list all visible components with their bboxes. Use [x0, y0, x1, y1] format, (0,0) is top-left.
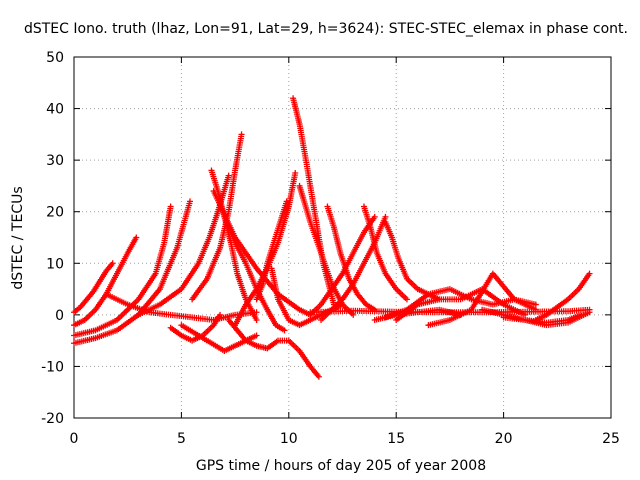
series-21 [360, 203, 410, 303]
plot-frame [73, 56, 612, 419]
series-14 [253, 198, 290, 303]
data-point [283, 198, 290, 205]
x-tick-label: 20 [495, 431, 513, 447]
data-point [382, 213, 389, 220]
data-point [586, 270, 593, 277]
y-tick-label: 40 [46, 102, 64, 118]
y-tick-label: 50 [46, 50, 64, 66]
data-point [281, 327, 288, 334]
x-tick-label: 15 [387, 431, 405, 447]
y-tick-label: 30 [46, 153, 64, 169]
data-series [71, 95, 593, 380]
x-tick-label: 25 [602, 431, 620, 447]
grid-lines [74, 57, 611, 418]
series-26 [425, 270, 539, 329]
series-18 [324, 203, 378, 313]
data-point [253, 332, 260, 339]
series-20 [318, 213, 389, 324]
x-axis-label: GPS time / hours of day 205 of year 2008 [196, 458, 486, 474]
data-point [133, 234, 140, 241]
y-tick-label: -10 [41, 359, 64, 375]
data-point [292, 170, 299, 177]
data-point [371, 213, 378, 220]
data-point [586, 309, 593, 316]
data-point [217, 311, 224, 318]
series-12 [225, 317, 322, 380]
chart-title: dSTEC Iono. truth (lhaz, Lon=91, Lat=29,… [24, 21, 628, 37]
x-tick-label: 0 [70, 431, 79, 447]
series-5 [167, 311, 224, 344]
series-11 [178, 322, 260, 354]
series-30 [532, 270, 593, 324]
y-tick-label: 10 [46, 256, 64, 272]
data-point [403, 296, 410, 303]
data-point [522, 311, 529, 318]
data-point [532, 306, 539, 313]
data-point [315, 373, 322, 380]
data-point [186, 198, 193, 205]
series-3 [71, 198, 193, 347]
data-point [457, 311, 464, 318]
data-point [167, 203, 174, 210]
x-tick-label: 5 [177, 431, 186, 447]
data-point [532, 301, 539, 308]
series-22 [382, 219, 443, 303]
series-29 [500, 309, 593, 329]
y-axis-label: dSTEC / TECUs [10, 186, 26, 289]
series-17 [268, 265, 346, 329]
x-tick-label: 10 [280, 431, 298, 447]
series-1 [71, 234, 140, 329]
series-10 [210, 188, 314, 318]
data-point [253, 317, 260, 324]
series-7 [189, 131, 245, 303]
y-tick-label: -20 [41, 411, 64, 427]
data-point [238, 131, 245, 138]
axis-ticks: 0 5 10 15 20 25 -20 -10 0 10 20 30 40 50 [41, 50, 620, 447]
data-point [339, 301, 346, 308]
y-tick-label: 20 [46, 205, 64, 221]
series-27 [371, 306, 464, 324]
data-point [225, 172, 232, 179]
series-25 [393, 286, 529, 324]
series-0 [71, 260, 116, 316]
series-2 [71, 203, 174, 339]
data-point [109, 260, 116, 267]
y-tick-label: 0 [55, 308, 64, 324]
